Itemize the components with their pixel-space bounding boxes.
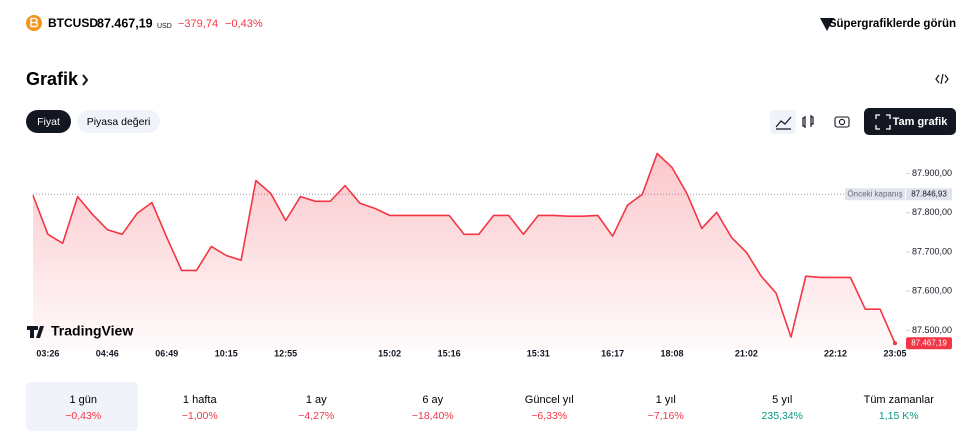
period-change[interactable]: −18,40%	[412, 410, 454, 422]
x-tick-label: 18:08	[661, 348, 684, 358]
last-point	[893, 341, 897, 346]
period-change[interactable]: 1,15 K%	[879, 410, 919, 422]
x-tick-label: 15:16	[438, 348, 461, 358]
candle-button[interactable]	[802, 115, 814, 128]
line-icon	[775, 116, 792, 130]
period-change[interactable]: 235,34%	[762, 410, 803, 422]
price-line	[32, 152, 896, 344]
coin-glyph	[30, 17, 39, 28]
previous-close-value: 87.846,93	[911, 189, 947, 198]
symbol: BTCUSD	[48, 16, 98, 30]
period-label[interactable]: 6 ay	[422, 394, 443, 406]
x-tick-label: 15:02	[378, 348, 401, 358]
previous-close-value-bg	[906, 188, 952, 201]
x-tick-label: 10:15	[215, 348, 238, 358]
period-change[interactable]: −7,16%	[648, 410, 684, 422]
snapshot-button[interactable]	[834, 116, 850, 128]
x-tick-label: 04:46	[96, 348, 119, 358]
period-label[interactable]: 5 yıl	[772, 394, 792, 406]
chevron	[82, 74, 89, 86]
y-tick-label: 87.700,00	[912, 246, 952, 256]
period-label[interactable]: 1 ay	[306, 394, 327, 406]
previous-close-name-bg	[845, 188, 905, 201]
tab-label[interactable]: Piyasa değeri	[87, 116, 151, 128]
section-title[interactable]: Grafik	[26, 69, 79, 89]
x-tick-label: 22:12	[824, 348, 847, 358]
period-row: 1 gün −0,43% 1 hafta −1,00% 1 ay −4,27% 6 ay −1…	[26, 382, 934, 431]
price-change-percent: −0,43%	[225, 18, 263, 30]
full-chart-label[interactable]: Tam grafik	[893, 116, 949, 128]
period-change[interactable]: −4,27%	[298, 410, 334, 422]
y-tick-label: 87.800,00	[912, 207, 952, 217]
period-label[interactable]: 1 gün	[69, 394, 97, 406]
chart: 87.500,00 87.600,00 87.700,00 87.800,00 87.9…	[32, 152, 952, 358]
period-label[interactable]: Tüm zamanlar	[864, 394, 935, 406]
period-change[interactable]: −0,43%	[65, 410, 101, 422]
x-tick-label: 16:17	[601, 348, 624, 358]
y-tick-label: 87.900,00	[912, 168, 952, 178]
fullscreen-icon	[875, 114, 891, 130]
x-tick-label: 06:49	[155, 348, 178, 358]
x-tick-label: 15:31	[527, 348, 550, 358]
period-label[interactable]: 1 yıl	[656, 394, 676, 406]
y-tick-label: 87.500,00	[912, 325, 952, 335]
period-selected-bg[interactable]	[26, 382, 138, 431]
currency: USD	[157, 23, 172, 30]
price-change: −379,74	[178, 18, 218, 30]
x-tick-label: 12:55	[274, 348, 297, 358]
price-area	[33, 153, 895, 350]
previous-close-name: Önceki kapanış	[847, 189, 902, 198]
period-change[interactable]: −1,00%	[182, 410, 218, 422]
snapshot-lens	[838, 118, 846, 126]
last-price-bg	[906, 337, 952, 350]
tab-active[interactable]	[26, 110, 71, 133]
super-charts-link[interactable]: Süpergrafiklerde görün	[829, 18, 956, 30]
watermark: TradingView	[51, 323, 133, 339]
period-label[interactable]: Güncel yıl	[525, 394, 574, 406]
watermark-logo	[27, 326, 44, 338]
tab-label[interactable]: Fiyat	[37, 116, 60, 128]
x-tick-label: 03:26	[36, 348, 59, 358]
price: 87.467,19	[97, 16, 153, 30]
period-label[interactable]: 1 hafta	[183, 394, 218, 406]
x-tick-label: 23:05	[883, 348, 906, 358]
period-change[interactable]: −6,33%	[531, 410, 567, 422]
super-icon[interactable]	[820, 18, 834, 31]
tab[interactable]	[77, 110, 160, 133]
last-price-label: 87.467,19	[911, 338, 947, 347]
embed-icon[interactable]	[935, 73, 949, 85]
x-tick-label: 21:02	[735, 348, 758, 358]
y-tick-label: 87.600,00	[912, 286, 952, 296]
